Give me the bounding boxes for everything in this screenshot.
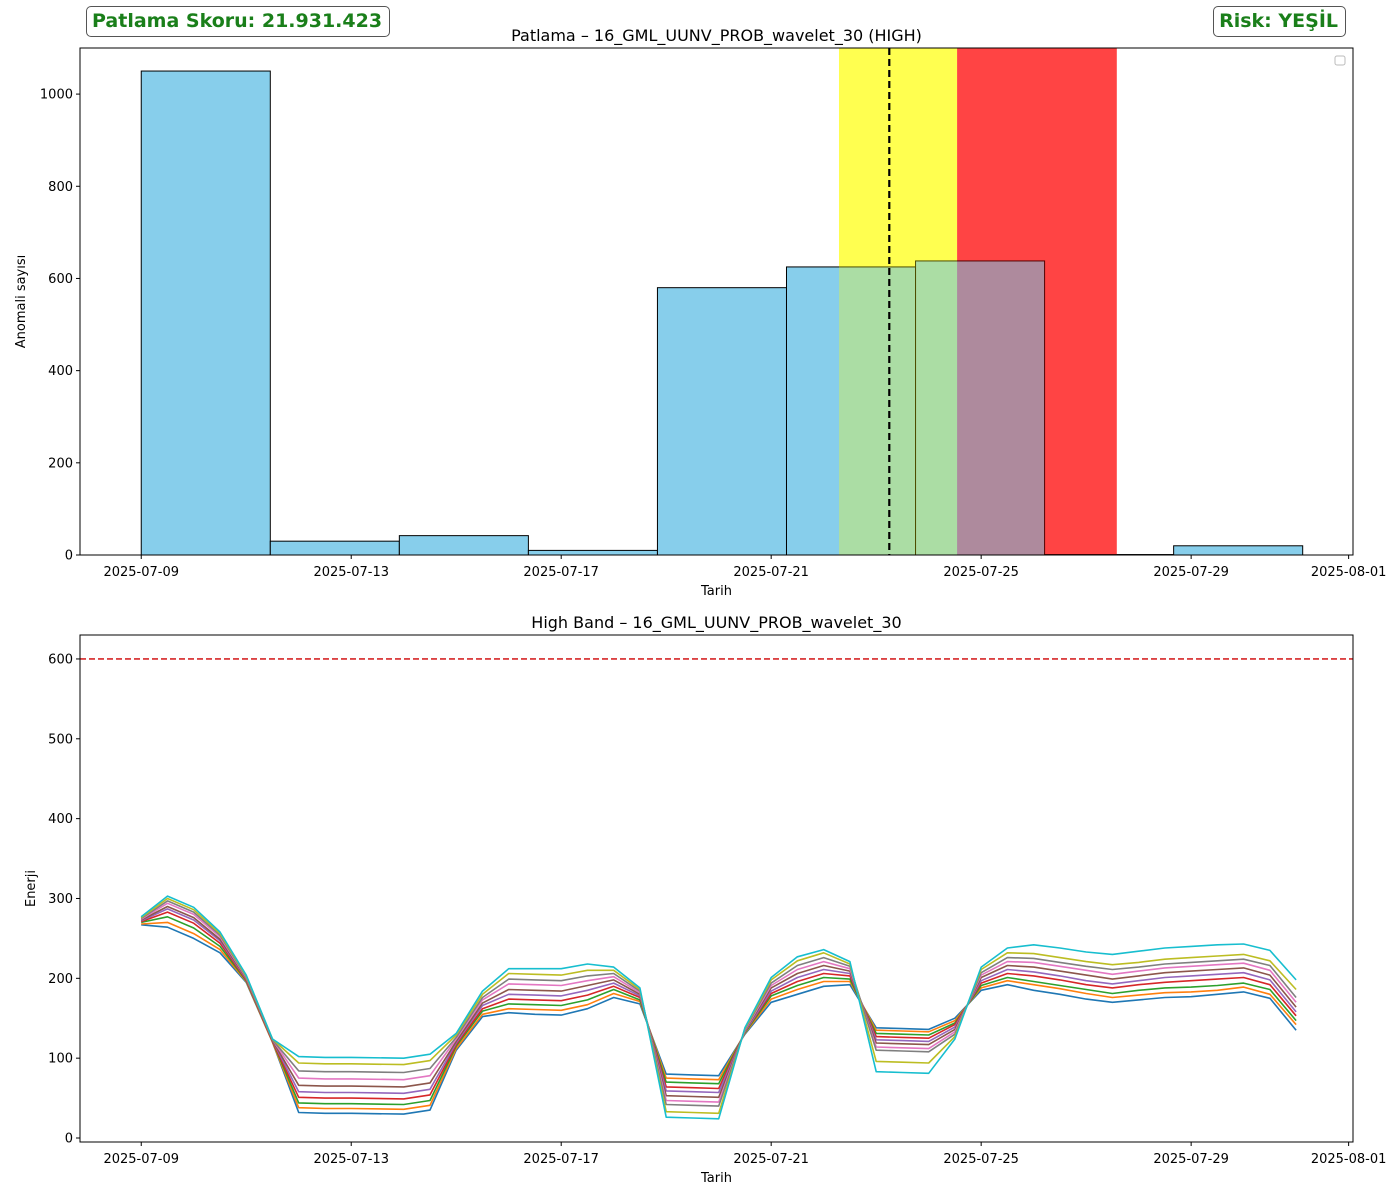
series-line-1 — [141, 922, 1296, 1109]
x-axis-label: Tarih — [700, 1171, 732, 1186]
histogram-bar — [270, 541, 399, 555]
plot-area-0 — [141, 48, 1302, 555]
series-line-6 — [141, 903, 1296, 1102]
y-tick-label: 0 — [65, 1132, 73, 1147]
y-tick-label: 800 — [48, 180, 73, 195]
y-tick-label: 100 — [48, 1052, 73, 1067]
chart-title: Patlama – 16_GML_UUNV_PROB_wavelet_30 (H… — [511, 26, 922, 46]
y-tick-label: 500 — [48, 732, 73, 747]
x-axis-label: Tarih — [700, 584, 732, 599]
risk-badge: Risk: YEŞİL — [1213, 6, 1346, 37]
y-tick-label: 1000 — [40, 88, 73, 103]
series-line-8 — [141, 899, 1296, 1114]
x-tick-label: 2025-07-29 — [1153, 565, 1229, 580]
x-tick-label: 2025-07-29 — [1153, 1152, 1229, 1167]
x-tick-label: 2025-08-01 — [1311, 1152, 1387, 1167]
x-tick-label: 2025-07-13 — [313, 1152, 389, 1167]
y-tick-label: 200 — [48, 456, 73, 471]
highlight-span-overlay-1 — [957, 48, 1117, 555]
x-tick-label: 2025-07-25 — [943, 565, 1019, 580]
x-tick-label: 2025-07-09 — [103, 565, 179, 580]
y-tick-label: 0 — [65, 549, 73, 564]
x-tick-label: 2025-07-21 — [733, 1152, 809, 1167]
y-axis-label: Anomali sayısı — [14, 255, 29, 349]
y-axis-label: Enerji — [24, 870, 39, 907]
y-tick-label: 400 — [48, 364, 73, 379]
highlight-span-overlay-0 — [839, 48, 957, 555]
axes-frame-1 — [80, 635, 1353, 1142]
x-tick-label: 2025-07-21 — [733, 565, 809, 580]
histogram-bar — [1174, 546, 1303, 555]
histogram-bar — [399, 536, 528, 555]
legend-box — [1335, 56, 1345, 65]
histogram-bar — [141, 71, 270, 555]
x-tick-label: 2025-07-09 — [103, 1152, 179, 1167]
histogram-bar — [657, 288, 786, 555]
y-tick-label: 200 — [48, 972, 73, 987]
histogram-bar — [528, 550, 657, 555]
x-tick-label: 2025-07-17 — [523, 1152, 599, 1167]
plot-area-1 — [80, 659, 1353, 1119]
y-tick-label: 600 — [48, 652, 73, 667]
x-tick-label: 2025-07-25 — [943, 1152, 1019, 1167]
y-tick-label: 300 — [48, 892, 73, 907]
x-tick-label: 2025-07-17 — [523, 565, 599, 580]
y-tick-label: 400 — [48, 812, 73, 827]
y-tick-label: 600 — [48, 272, 73, 287]
chart-title: High Band – 16_GML_UUNV_PROB_wavelet_30 — [531, 613, 901, 633]
burst-score-badge: Patlama Skoru: 21.931.423 — [86, 6, 390, 37]
x-tick-label: 2025-07-13 — [313, 565, 389, 580]
x-tick-label: 2025-08-01 — [1311, 565, 1387, 580]
